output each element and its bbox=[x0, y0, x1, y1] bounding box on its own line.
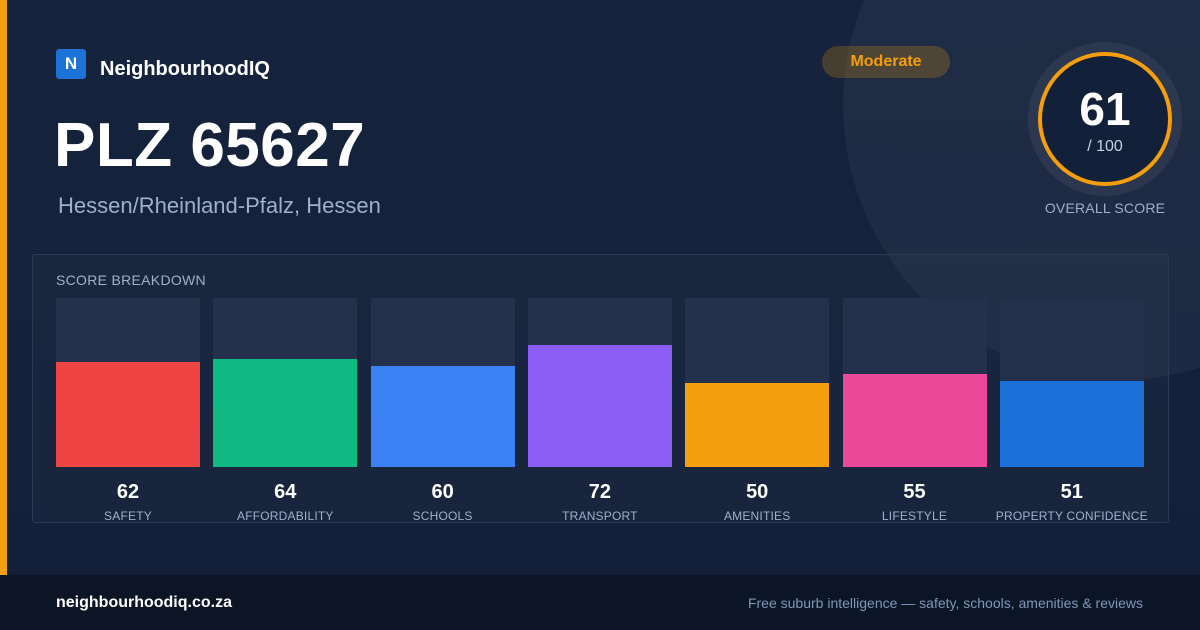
bar-value-label: 55 bbox=[903, 481, 926, 503]
accent-bar bbox=[0, 0, 7, 575]
bar-value-label: 60 bbox=[431, 481, 454, 503]
bar bbox=[999, 380, 1144, 467]
bar-category-label: PROPERTY CONFIDENCE bbox=[995, 509, 1148, 523]
bar-column-amenities: 50 AMENITIES bbox=[685, 298, 830, 524]
bar bbox=[56, 362, 200, 467]
overall-score-label: OVERALL SCORE bbox=[1044, 200, 1166, 216]
breakdown-title: SCORE BREAKDOWN bbox=[56, 272, 206, 288]
bar-value-label: 50 bbox=[746, 481, 769, 503]
bar-category-label: LIFESTYLE bbox=[881, 509, 948, 523]
overall-score-gauge: 61 / 100 bbox=[1028, 42, 1182, 196]
brand[interactable]: N NeighbourhoodIQ bbox=[56, 46, 270, 81]
bar-column-transport: 72 TRANSPORT bbox=[527, 298, 672, 524]
footer-tagline: Free suburb intelligence — safety, schoo… bbox=[747, 595, 1143, 611]
footer-url-link[interactable]: neighbourhoodiq.co.za bbox=[56, 594, 232, 611]
bar-value-label: 72 bbox=[588, 481, 612, 503]
footer: neighbourhoodiq.co.za Free suburb intell… bbox=[0, 575, 1200, 630]
bar bbox=[213, 358, 358, 467]
bar-category-label: TRANSPORT bbox=[562, 509, 638, 523]
bar-value-label: 64 bbox=[274, 481, 297, 503]
bar-column-affordability: 64 AFFORDABILITY bbox=[213, 298, 358, 524]
bar bbox=[685, 382, 830, 467]
bar-value-label: 62 bbox=[116, 481, 140, 503]
page-subtitle: Hessen/Rheinland-Pfalz, Hessen bbox=[58, 193, 381, 218]
bar-category-label: SCHOOLS bbox=[412, 509, 473, 523]
bar-track bbox=[213, 298, 358, 467]
page-title: PLZ 65627 bbox=[54, 111, 366, 180]
bar-track bbox=[370, 298, 515, 467]
bar bbox=[527, 345, 672, 467]
bar bbox=[370, 365, 515, 467]
brand-logo-icon: N bbox=[56, 48, 86, 79]
bar-category-label: AFFORDABILITY bbox=[236, 509, 334, 523]
bar-track bbox=[56, 298, 200, 467]
overall-score-max: / 100 bbox=[1087, 138, 1123, 155]
bar-column-schools: 60 SCHOOLS bbox=[370, 298, 515, 524]
breakdown-bar-chart: 62 SAFETY 64 AFFORDABILITY 60 SCHOOLS 72 TRANSP… bbox=[33, 255, 1168, 524]
score-breakdown-panel: SCORE BREAKDOWN 62 SAFETY 64 AFFORDABILITY 6… bbox=[32, 254, 1169, 523]
bar-track bbox=[842, 298, 987, 467]
bar bbox=[842, 374, 987, 467]
bar-column-lifestyle: 55 LIFESTYLE bbox=[842, 298, 987, 524]
bar-track bbox=[685, 298, 830, 467]
overall-score-value: 61 bbox=[1079, 83, 1131, 135]
bar-column-safety: 62 SAFETY bbox=[56, 298, 200, 524]
bar-value-label: 51 bbox=[1060, 481, 1083, 503]
rating-badge: Moderate bbox=[822, 46, 950, 78]
brand-name: NeighbourhoodIQ bbox=[100, 58, 270, 80]
bar-track bbox=[999, 298, 1144, 467]
bar-category-label: SAFETY bbox=[104, 509, 152, 523]
score-ring: 61 / 100 bbox=[1038, 52, 1172, 186]
bar-column-property-confidence: 51 PROPERTY CONFIDENCE bbox=[996, 298, 1148, 524]
bar-track bbox=[527, 298, 672, 467]
bar-category-label: AMENITIES bbox=[723, 509, 791, 523]
